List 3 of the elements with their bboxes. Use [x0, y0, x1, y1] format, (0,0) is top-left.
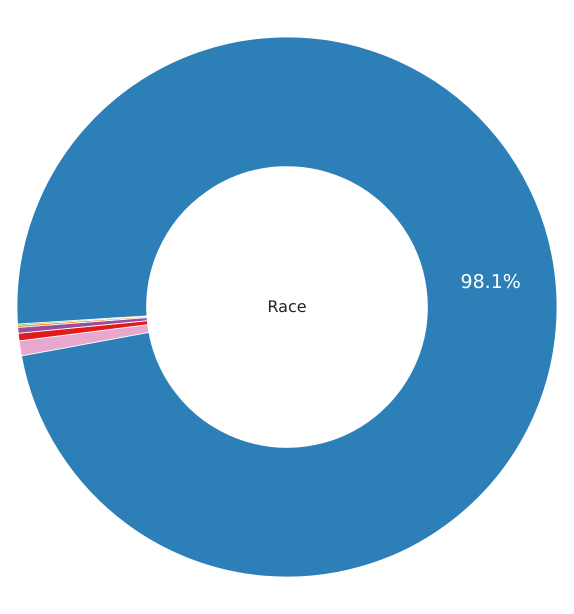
- text: Race: [267, 297, 307, 316]
- data-label: 98.1%: [460, 270, 521, 293]
- donut-slice: [17, 36, 558, 578]
